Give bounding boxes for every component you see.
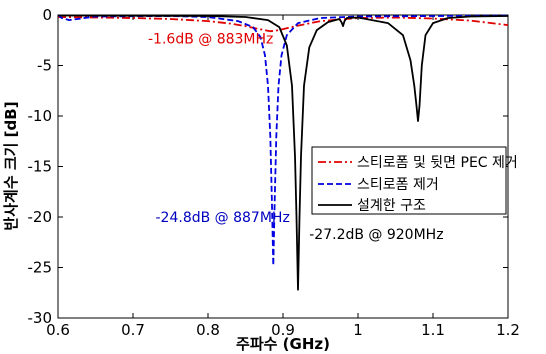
y-axis-label: 반사계수 크기 [dB] (2, 101, 20, 230)
series-line-0 (57, 16, 509, 33)
annotation-0: -1.6dB @ 883MHz (148, 31, 273, 47)
axis-ticks: 0.6 0.7 0.8 0.9 1 1.1 1.2 0 -5 -10 -15 -20 -25 -30 (28, 6, 520, 339)
x-tick-label: 0.9 (271, 321, 295, 339)
y-tick-label: -30 (28, 309, 53, 327)
y-tick-label: -10 (28, 107, 53, 125)
series-line-2 (57, 14, 509, 291)
legend-box (311, 146, 507, 215)
x-tick-label: 0.7 (121, 321, 145, 339)
x-tick-label: 0.8 (196, 321, 220, 339)
y-tick-label: 0 (42, 6, 52, 24)
legend: 스티로폼 및 뒷면 PEC 제거 스티로폼 제거 설계한 구조 (311, 146, 518, 215)
y-tick-label: -15 (28, 158, 53, 176)
series-group (57, 14, 509, 291)
y-tick-label: -5 (37, 57, 52, 75)
x-axis-label: 주파수 (GHz) (236, 335, 330, 353)
y-tick-label: -20 (28, 208, 53, 226)
annotation-1: -24.8dB @ 887MHz (156, 210, 290, 226)
legend-label-pec-removed: 스티로폼 및 뒷면 PEC 제거 (357, 155, 518, 171)
annotation-2: -27.2dB @ 920MHz (309, 227, 443, 243)
x-tick-label: 1.1 (421, 321, 445, 339)
legend-label-designed-structure: 설계한 구조 (357, 198, 426, 214)
y-tick-label: -25 (28, 259, 53, 277)
annotations: -1.6dB @ 883MHz -24.8dB @ 887MHz -27.2dB @… (148, 31, 444, 243)
x-tick-label: 1 (353, 321, 363, 339)
legend-label-styrofoam-removed: 스티로폼 제거 (357, 177, 439, 193)
x-tick-label: 1.2 (496, 321, 520, 339)
x-tick-label: 0.6 (46, 321, 70, 339)
